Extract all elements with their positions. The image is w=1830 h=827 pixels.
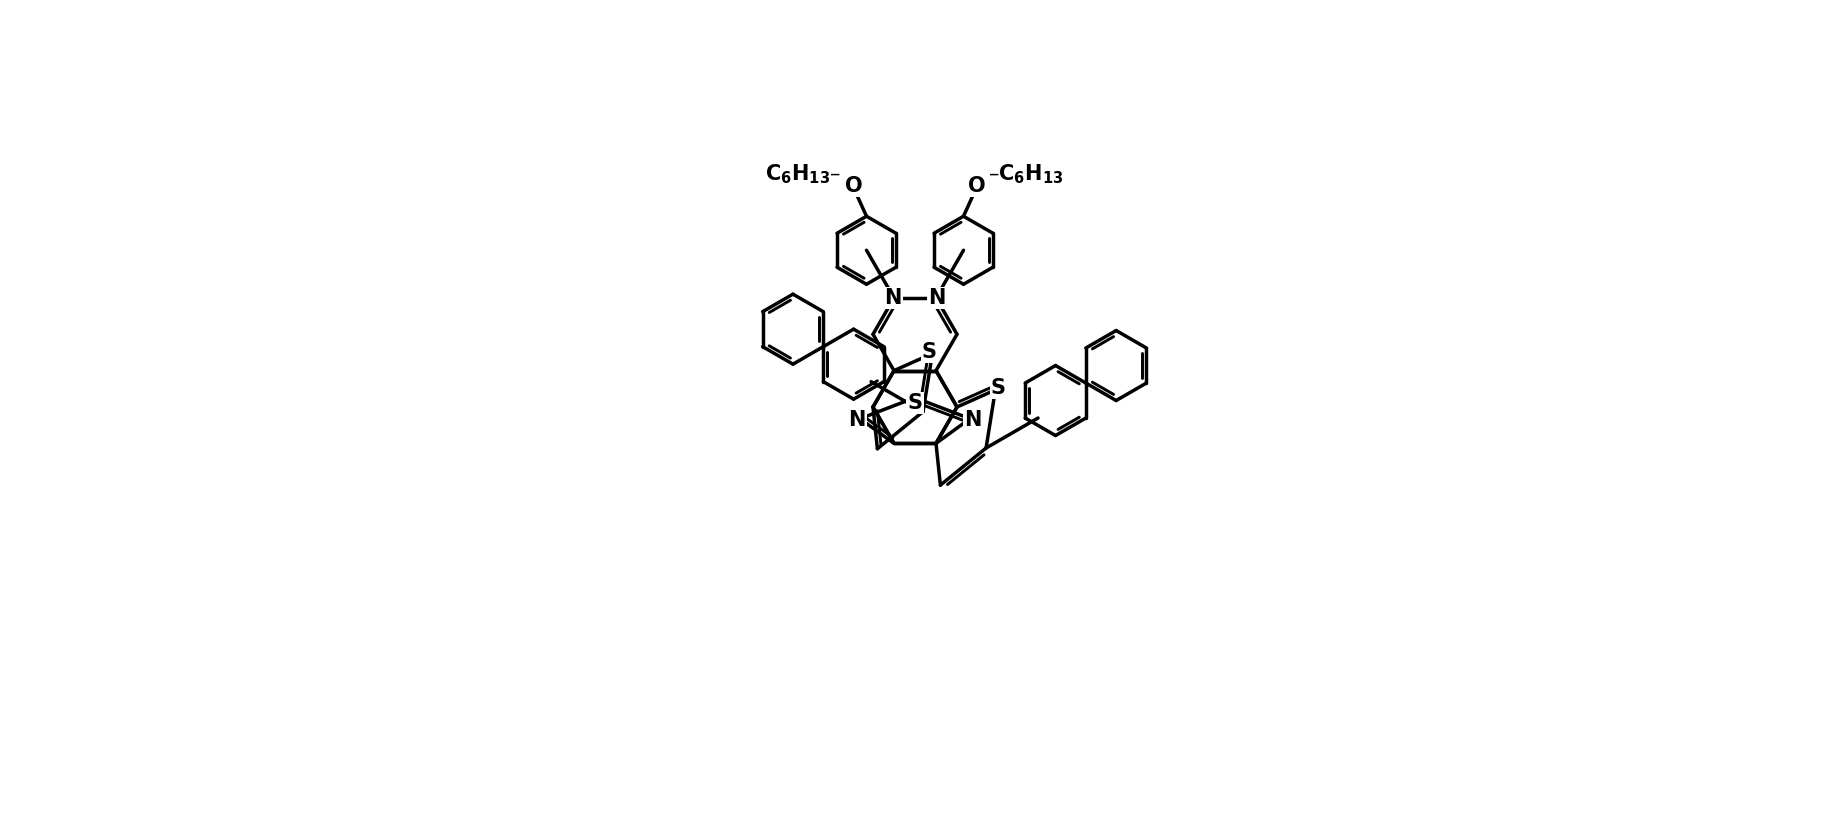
Text: N: N xyxy=(884,288,900,308)
Text: N: N xyxy=(847,409,866,430)
Text: O: O xyxy=(844,176,862,196)
Text: O: O xyxy=(968,176,985,196)
Text: –$\mathbf{C_6H_{13}}$: –$\mathbf{C_6H_{13}}$ xyxy=(988,162,1063,186)
Text: S: S xyxy=(990,378,1005,398)
Text: N: N xyxy=(964,409,981,430)
Text: S: S xyxy=(908,393,922,413)
Text: N: N xyxy=(928,288,944,308)
Text: S: S xyxy=(920,342,937,361)
Text: $\mathbf{C_6H_{13}}$–: $\mathbf{C_6H_{13}}$– xyxy=(765,162,842,186)
